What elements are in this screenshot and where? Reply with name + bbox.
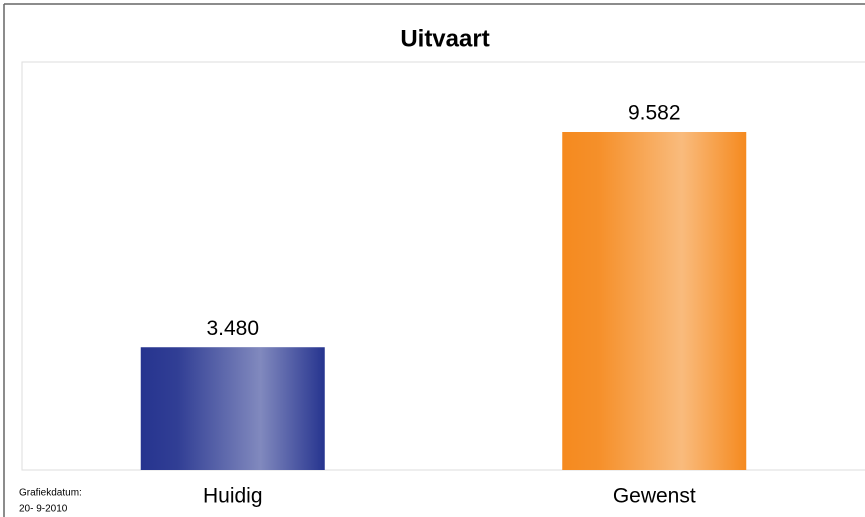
footnote: Grafiekdatum: bbox=[19, 488, 82, 499]
plot-area bbox=[21, 61, 865, 471]
value-label: 9.582 bbox=[628, 102, 681, 125]
bar-shine bbox=[562, 132, 747, 470]
x-tick-label: Huidig bbox=[203, 485, 263, 508]
footnote: 20- 9-2010 bbox=[19, 504, 68, 515]
chart-title: Uitvaart bbox=[400, 25, 489, 52]
value-label: 3.480 bbox=[206, 317, 259, 340]
x-tick-label: Gewenst bbox=[613, 485, 696, 508]
bar-shine bbox=[140, 347, 325, 470]
